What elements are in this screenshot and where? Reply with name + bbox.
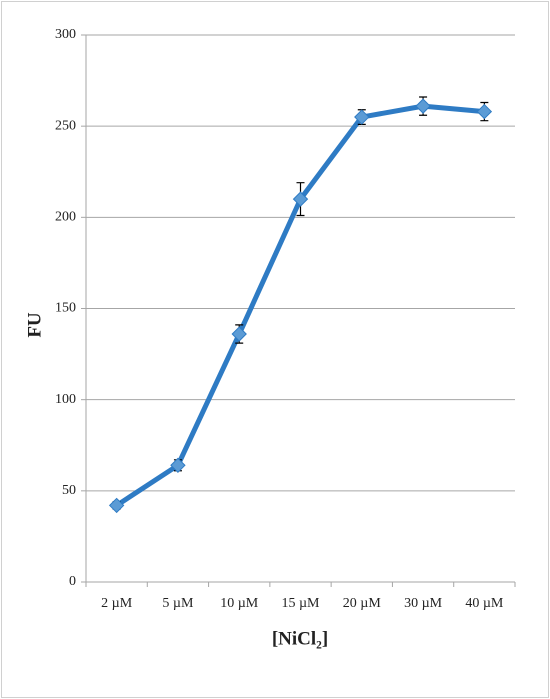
y-tick-label: 250	[55, 118, 76, 133]
x-tick-label: 15 µM	[281, 596, 320, 611]
x-tick-label: 40 µM	[465, 596, 504, 611]
y-tick-label: 200	[55, 210, 76, 225]
data-point	[231, 326, 247, 342]
x-tick-label: 5 µM	[162, 596, 194, 611]
x-tick-label: 2 µM	[101, 596, 133, 611]
data-point	[292, 191, 309, 207]
data-point	[415, 98, 431, 114]
y-tick-label: 0	[69, 574, 76, 589]
data-point	[108, 497, 125, 514]
data-point	[354, 109, 370, 125]
data-point	[170, 457, 186, 474]
y-tick-label: 100	[55, 392, 76, 407]
x-tick-label: 10 µM	[220, 596, 259, 611]
x-tick-label: 20 µM	[343, 596, 382, 611]
x-axis-label: [NiCl₂]	[272, 628, 328, 649]
y-tick-label: 300	[55, 27, 76, 42]
y-tick-label: 50	[62, 483, 76, 498]
data-point	[476, 103, 493, 120]
y-tick-label: 150	[55, 301, 76, 316]
y-axis-label: FU	[24, 312, 45, 338]
x-tick-label: 30 µM	[404, 596, 443, 611]
